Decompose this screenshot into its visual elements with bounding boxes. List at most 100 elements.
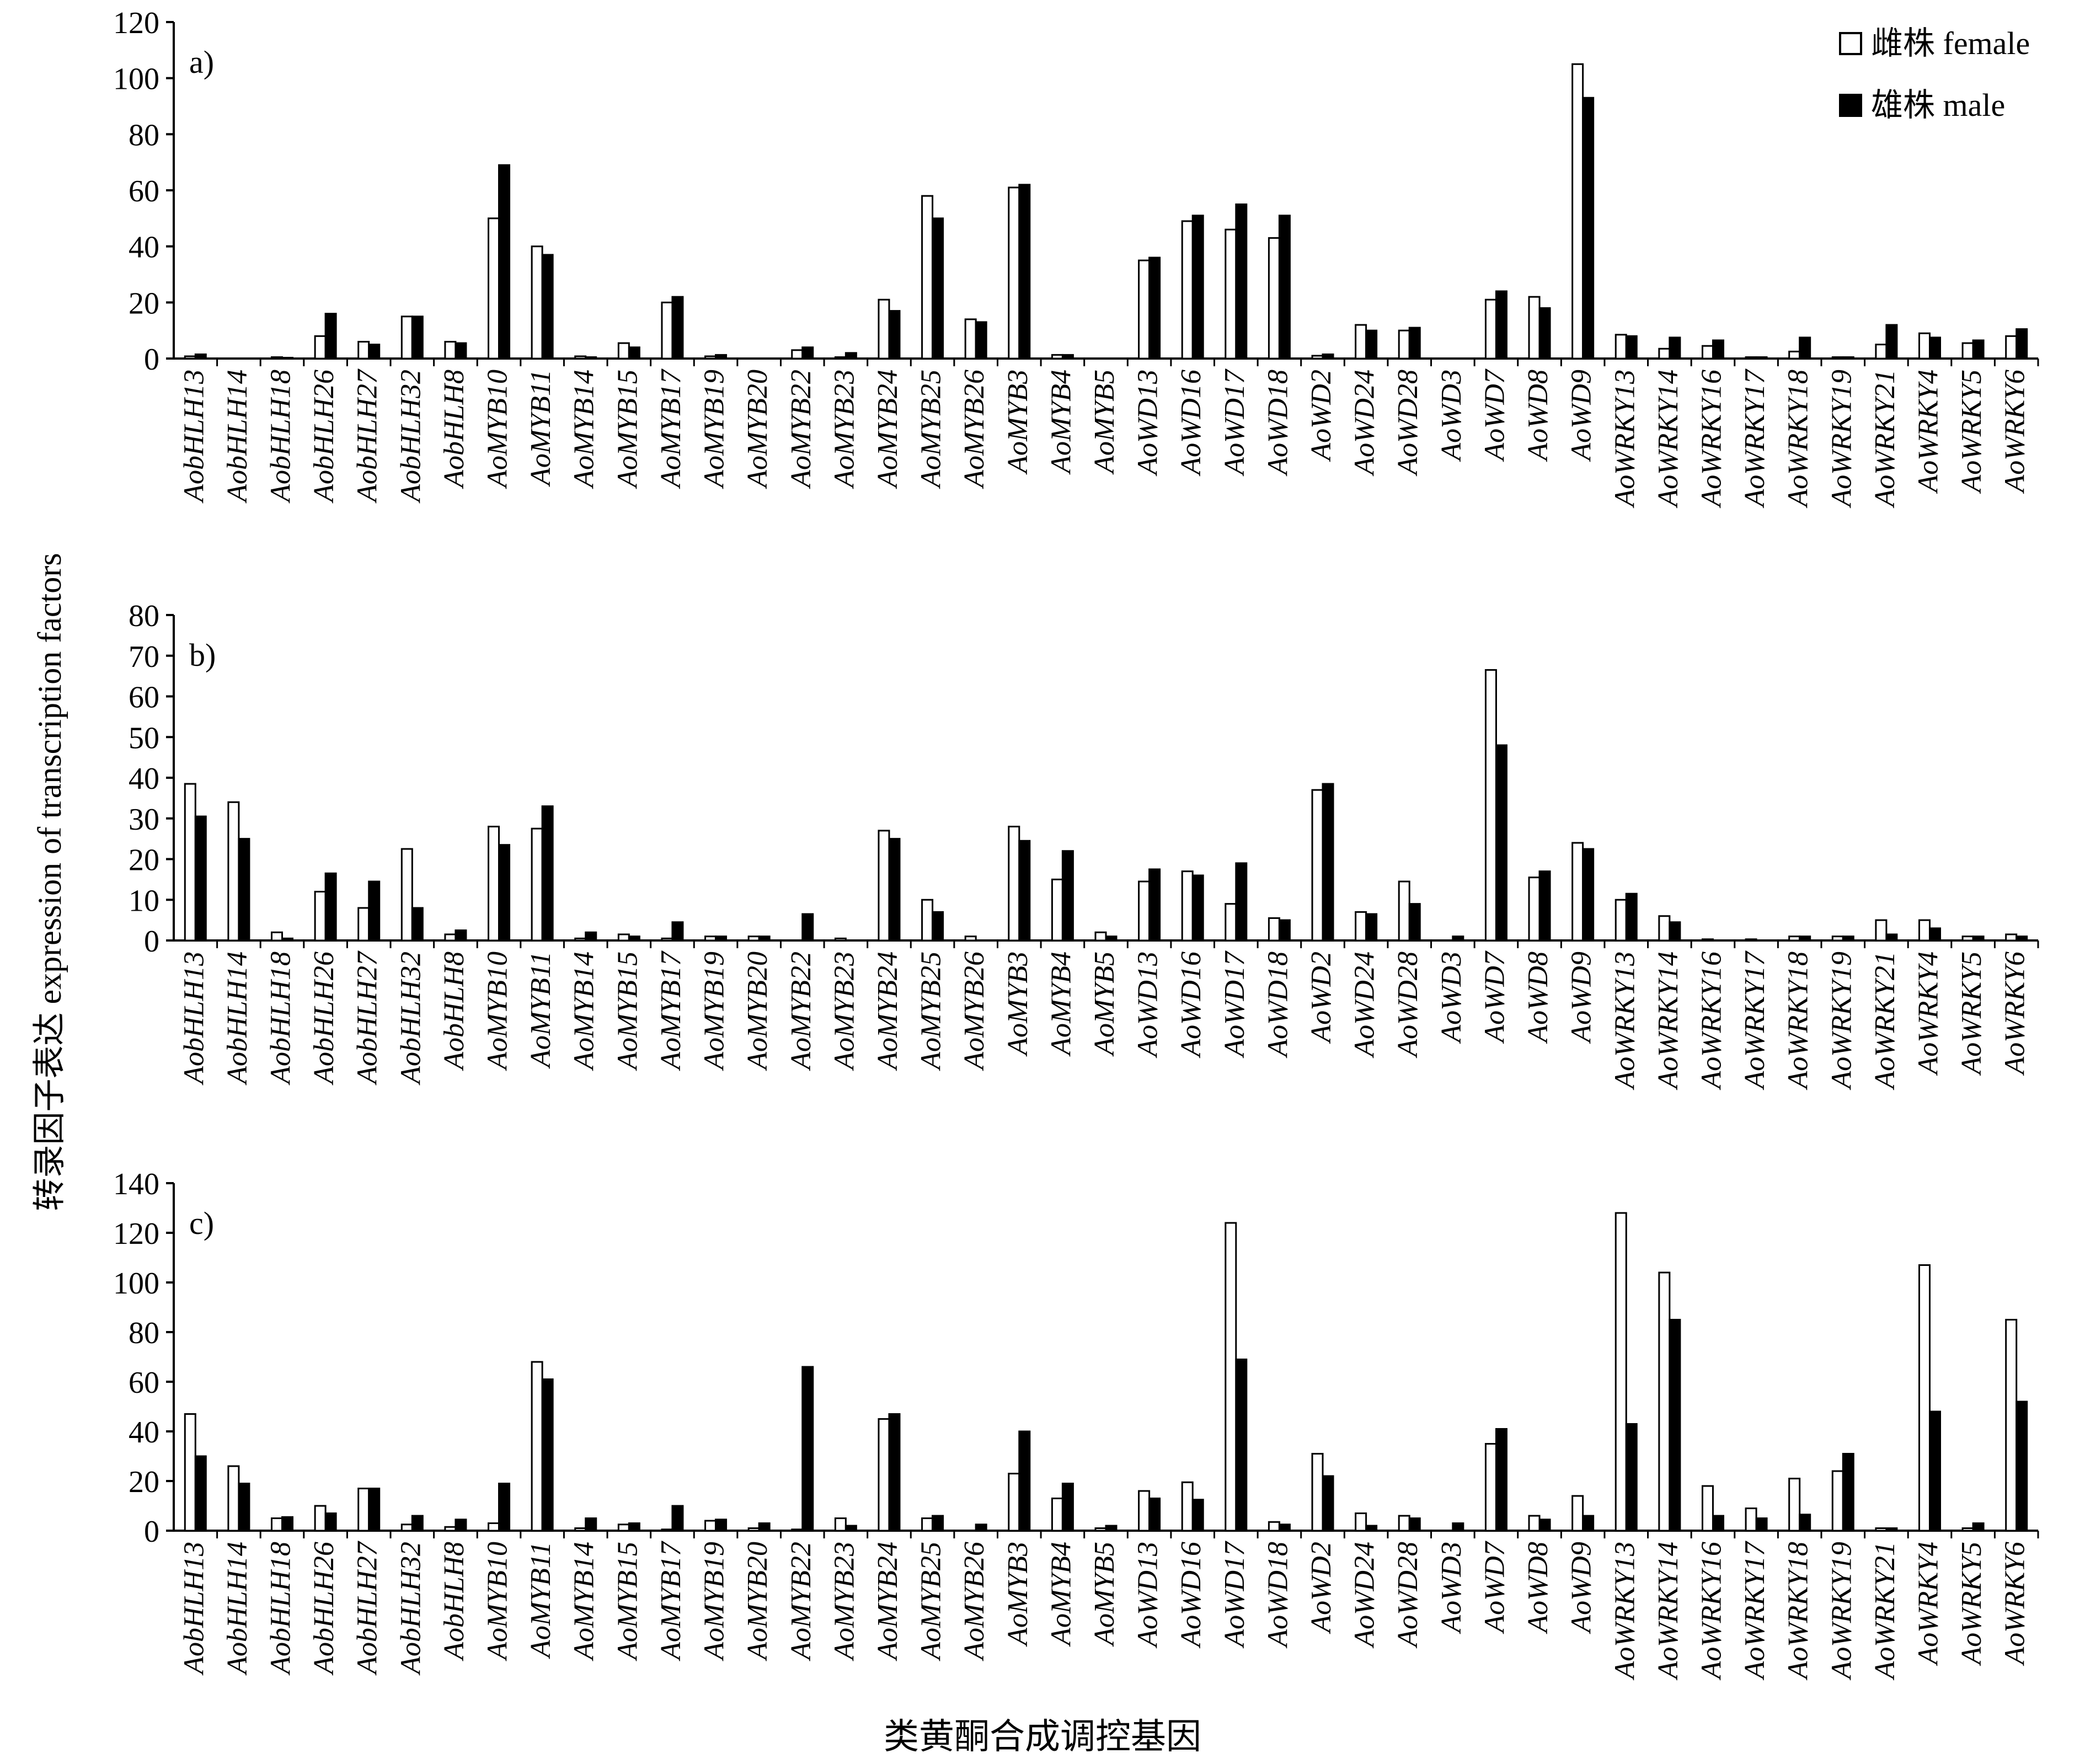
x-tick-label: AoWRKY18 — [1783, 370, 1814, 508]
bar-male-AoMYB20 — [758, 1522, 771, 1532]
y-tick-label: 120 — [113, 6, 159, 40]
bar-female-AoWD7 — [1484, 669, 1497, 942]
bar-male-AoMYB11 — [541, 254, 554, 360]
chart-panel-b: 0 10 20 30 40 50 60 70 80 b) AobHLH13 AobHLH14 AobHL… — [129, 599, 2039, 1090]
bar-male-AoMYB19 — [715, 354, 728, 360]
x-tick-label: AoWRKY5 — [1956, 370, 1987, 494]
bar-male-AoMYB4 — [1061, 354, 1074, 360]
bar-male-AoWRKY5 — [1972, 936, 1985, 942]
bar-male-AobHLH14 — [238, 838, 250, 942]
bar-female-AoWD7 — [1484, 298, 1497, 360]
x-tick-label: AoMYB22 — [785, 952, 817, 1071]
bar-female-AobHLH32 — [400, 316, 413, 360]
x-tick-label: AoMYB19 — [699, 1542, 730, 1661]
bar-male-AoMYB22 — [801, 1366, 814, 1532]
x-tick-label: AobHLH32 — [395, 370, 426, 504]
y-tick-label: 100 — [113, 62, 159, 97]
bar-male-AoMYB22 — [801, 346, 814, 360]
x-tick-label: AoWRKY13 — [1609, 1542, 1640, 1680]
x-tick-label: AoWRKY17 — [1739, 1541, 1771, 1680]
bar-female-AoWRKY14 — [1658, 1271, 1671, 1532]
x-tick-label: AoMYB11 — [525, 370, 557, 487]
bar-female-AoWRKY5 — [1961, 936, 1974, 942]
bar-female-AoWD16 — [1181, 1481, 1194, 1532]
bar-female-AoWRKY14 — [1658, 915, 1671, 942]
x-tick-label: AoWD8 — [1522, 370, 1554, 462]
bar-female-AoWRKY6 — [2005, 1319, 2018, 1532]
y-tick-label: 100 — [113, 1266, 159, 1301]
y-tick-label: 60 — [129, 1366, 159, 1400]
x-tick-label: AoMYB3 — [1002, 1542, 1034, 1647]
bar-female-AoWRKY4 — [1918, 332, 1931, 360]
x-tick-label: AoWRKY19 — [1826, 370, 1857, 508]
x-tick-label: AoWD18 — [1262, 952, 1293, 1059]
bar-male-AobHLH8 — [455, 929, 467, 942]
x-tick-label: AoMYB5 — [1089, 1542, 1120, 1647]
x-tick-label: AoMYB15 — [612, 952, 643, 1071]
bar-female-AoWRKY16 — [1701, 345, 1714, 360]
bar-male-AoWD17 — [1235, 862, 1248, 942]
bar-male-AoWD8 — [1538, 1519, 1551, 1532]
bar-male-AobHLH26 — [324, 313, 337, 360]
bar-male-AoWRKY18 — [1799, 936, 1811, 942]
x-tick-label: AoWD24 — [1349, 1542, 1381, 1649]
x-tick-label: AobHLH14 — [222, 1542, 253, 1676]
bar-female-AoMYB17 — [661, 937, 673, 942]
chart-panel-c: 0 20 40 60 80 100 120 140 c) AobHLH13 AobHLH14 AobH… — [113, 1167, 2039, 1680]
bar-female-AoMYB22 — [791, 1528, 804, 1532]
bar-female-AobHLH8 — [444, 933, 457, 942]
bar-female-AoWD2 — [1311, 1453, 1324, 1532]
bar-male-AoWD7 — [1495, 744, 1507, 942]
x-tick-label: AoWRKY21 — [1869, 952, 1901, 1090]
x-tick-label: AoWD9 — [1566, 1542, 1597, 1634]
bar-male-AobHLH26 — [324, 1512, 337, 1532]
bar-male-AobHLH32 — [411, 316, 424, 360]
x-tick-label: AoMYB17 — [655, 950, 687, 1071]
bar-male-AoWD9 — [1582, 848, 1595, 942]
bar-male-AoMYB15 — [628, 1522, 640, 1532]
bar-female-AoWD17 — [1225, 1222, 1237, 1532]
x-tick-label: AoWRKY19 — [1826, 1542, 1857, 1680]
bar-male-AoWD18 — [1278, 919, 1291, 942]
x-tick-label: AobHLH32 — [395, 952, 426, 1086]
bar-female-AoWD28 — [1398, 1515, 1410, 1532]
bar-female-AoWRKY18 — [1788, 1478, 1801, 1532]
y-tick-label: 20 — [129, 286, 159, 320]
bar-male-AobHLH8 — [455, 342, 467, 360]
bar-male-AoWD24 — [1365, 913, 1378, 942]
bar-male-AoWRKY14 — [1669, 921, 1681, 942]
legend-label-male: 雄株 male — [1871, 87, 2005, 123]
bar-male-AoWD17 — [1235, 1359, 1248, 1532]
x-tick-label: AobHLH27 — [352, 950, 383, 1086]
bar-male-AoWD9 — [1582, 1515, 1595, 1532]
bar-male-AoMYB10 — [498, 1483, 511, 1532]
bar-female-AoMYB4 — [1051, 354, 1063, 360]
bar-female-AoMYB20 — [747, 936, 760, 942]
bar-female-AobHLH18 — [271, 356, 284, 360]
bar-female-AoMYB10 — [488, 1522, 500, 1532]
bar-male-AoWRKY18 — [1799, 1514, 1811, 1532]
x-tick-label: AoWRKY16 — [1696, 952, 1727, 1090]
x-tick-label: AoWD18 — [1262, 1542, 1293, 1649]
x-tick-label: AoWD7 — [1479, 1541, 1510, 1634]
bar-female-AobHLH32 — [400, 1524, 413, 1532]
bar-female-AoWRKY13 — [1614, 334, 1627, 360]
bar-female-AoMYB24 — [878, 1418, 890, 1532]
x-tick-label: AoWRKY6 — [2000, 370, 2031, 494]
bar-male-AobHLH27 — [368, 880, 381, 942]
bar-male-AoWD17 — [1235, 203, 1248, 360]
x-tick-label: AoWRKY13 — [1609, 370, 1640, 508]
x-tick-label: AoWRKY4 — [1912, 370, 1944, 494]
bar-female-AoWD9 — [1571, 842, 1584, 942]
x-tick-label: AoWD9 — [1566, 952, 1597, 1044]
y-tick-label: 0 — [144, 924, 159, 959]
bar-male-AoWRKY21 — [1885, 324, 1898, 360]
bar-female-AoMYB17 — [661, 301, 673, 360]
bar-female-AoMYB3 — [1008, 186, 1020, 360]
bar-male-AoMYB11 — [541, 805, 554, 942]
bar-female-AoWRKY17 — [1745, 1508, 1757, 1532]
bar-female-AoMYB19 — [704, 936, 717, 942]
bar-male-AobHLH13 — [194, 353, 207, 360]
bar-male-AoWD18 — [1278, 215, 1291, 360]
bar-female-AoWD18 — [1268, 917, 1280, 942]
